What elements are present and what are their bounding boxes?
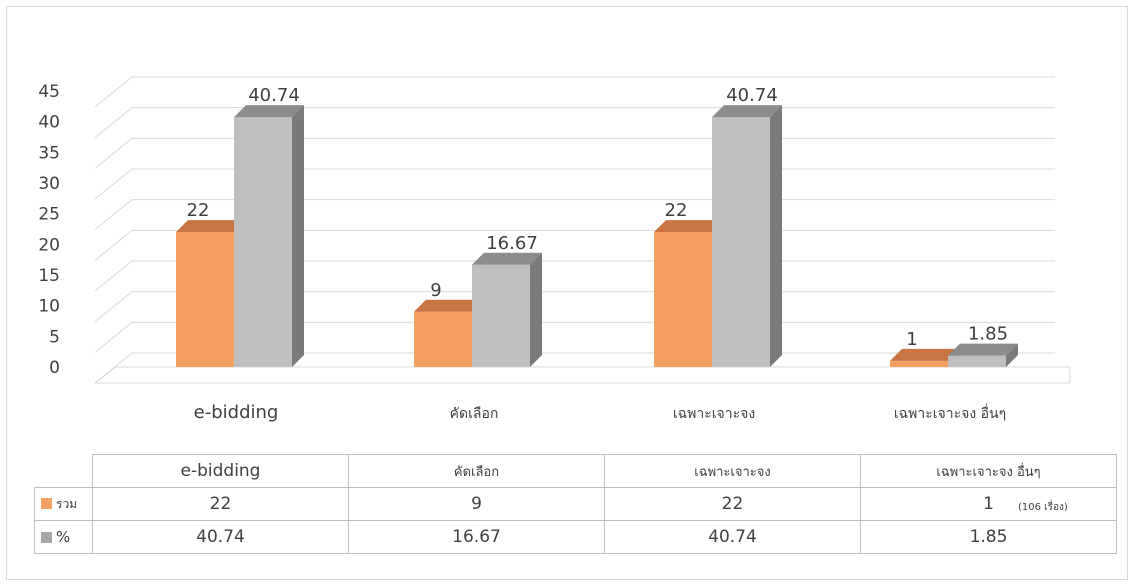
data-label: 22 (665, 200, 688, 221)
bar-total-front (890, 360, 948, 367)
table-corner (34, 454, 93, 488)
table-header-cell: เฉพาะเจาะจง (604, 454, 861, 488)
table-header-cell: คัดเลือก (348, 454, 605, 488)
table-note: (106 เรื่อง) (1018, 502, 1068, 513)
bar-percent (234, 105, 304, 368)
table-cell: 1.85 (860, 520, 1117, 554)
table-cell: 16.67 (348, 520, 605, 554)
bar-percent-front (234, 117, 292, 368)
data-label: 1 (906, 329, 917, 350)
bar-total-front (176, 232, 234, 367)
y-axis-ticks: 0 5 10 15 20 25 30 35 40 45 (38, 82, 60, 378)
data-label: 22 (187, 200, 210, 221)
data-label: 1.85 (968, 324, 1008, 345)
bar-chart-3d: 0 5 10 15 20 25 30 35 40 45 22 40.74 9 16.67 22 40.74 1… (38, 76, 1071, 423)
legend-entry-total: รวม (34, 487, 93, 521)
bar-percent-front (712, 117, 770, 368)
table-row: รวม 22 9 22 1 (34, 487, 1117, 521)
bar-total-top (414, 299, 484, 312)
bar-percent-side (1006, 343, 1018, 367)
bar-percent-top (234, 105, 304, 118)
table-cell: 40.74 (604, 520, 861, 554)
legend-label: % (56, 528, 71, 546)
y-tick-label: 15 (38, 266, 60, 286)
legend-label: รวม (56, 496, 78, 511)
bar-total-top (176, 220, 246, 233)
table-row: % 40.74 16.67 40.74 1.85 (34, 520, 1117, 554)
legend-entry-percent: % (34, 520, 93, 554)
x-axis-ticks: e-bidding คัดเลือก เฉพาะเจาะจง เฉพาะเจาะจง … (194, 402, 1006, 423)
bar-percent-side (770, 105, 782, 368)
bar-total-front (414, 311, 472, 367)
table-cell: 22 (92, 487, 349, 521)
x-tick-label: คัดเลือก (450, 406, 499, 422)
x-tick-label: เฉพาะเจาะจง อื่นๆ (894, 404, 1006, 422)
y-tick-label: 0 (49, 358, 60, 378)
data-label: 16.67 (486, 233, 538, 254)
bars (176, 105, 1018, 368)
bar-percent-top (472, 252, 542, 265)
bar-percent-side (530, 252, 542, 367)
bar-percent-top (712, 105, 782, 118)
bar-percent-side (292, 105, 304, 368)
y-tick-label: 10 (38, 297, 60, 317)
bar-total-front (654, 232, 712, 367)
bar-total (654, 220, 724, 367)
data-label: 9 (430, 280, 441, 301)
table-cell: 9 (348, 487, 605, 521)
chart-frame (6, 6, 1128, 580)
y-tick-label: 25 (38, 205, 60, 225)
table-cell: 40.74 (92, 520, 349, 554)
data-label: 40.74 (248, 85, 300, 106)
y-tick-label: 45 (38, 82, 60, 102)
legend-swatch-orange (41, 497, 52, 509)
x-tick-label: e-bidding (194, 402, 279, 423)
table-header-cell: e-bidding (92, 454, 349, 488)
data-label: 40.74 (726, 85, 778, 106)
legend-swatch-gray (41, 532, 52, 543)
y-tick-label: 30 (38, 174, 60, 194)
y-tick-label: 40 (38, 113, 60, 133)
bar-percent (948, 343, 1018, 367)
bar-percent (472, 252, 542, 367)
data-labels: 22 40.74 9 16.67 22 40.74 1 1.85 (187, 85, 1008, 350)
bar-total-top (890, 348, 960, 361)
x-tick-label: เฉพาะเจาะจง (673, 406, 755, 422)
y-tick-label: 35 (38, 143, 60, 163)
data-table: e-bidding คัดเลือก เฉพาะเจาะจง เฉพาะเจาะ… (34, 454, 1117, 554)
bar-percent-top (948, 343, 1018, 356)
grid-line (94, 76, 1055, 108)
y-tick-label: 20 (38, 235, 60, 255)
bar-percent-front (472, 264, 530, 367)
bar-total-top (654, 220, 724, 233)
bar-percent-front (948, 355, 1006, 367)
table-header-cell: เฉพาะเจาะจง อื่นๆ (860, 454, 1117, 488)
bar-percent (712, 105, 782, 368)
y-tick-label: 5 (49, 327, 60, 347)
table-cell: 1 (860, 487, 1117, 521)
table-cell: 22 (604, 487, 861, 521)
table-header-row: e-bidding คัดเลือก เฉพาะเจาะจง เฉพาะเจาะ… (34, 454, 1117, 488)
floor-line (94, 366, 1071, 384)
